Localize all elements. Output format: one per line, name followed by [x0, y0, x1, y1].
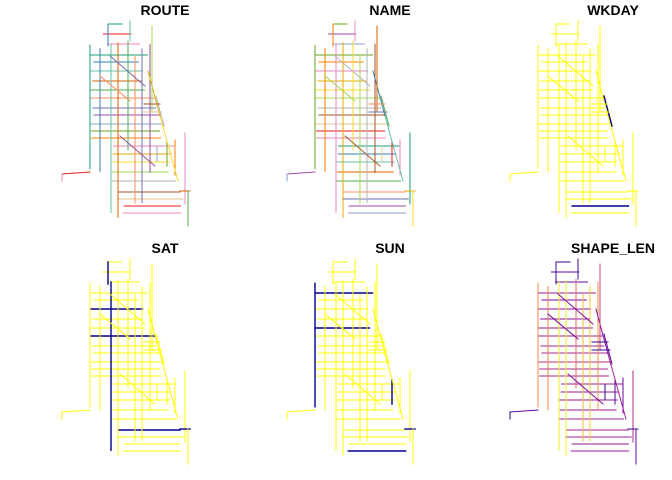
route-segment	[119, 135, 156, 167]
route-segment	[286, 171, 316, 175]
map-panel-5: SUN	[285, 240, 495, 470]
route-segment	[109, 55, 146, 87]
route-segment	[119, 373, 156, 405]
transit-route-map	[286, 258, 416, 465]
route-segment	[557, 293, 594, 325]
route-segment	[567, 373, 604, 405]
route-segment	[567, 135, 604, 167]
route-segment	[372, 70, 386, 117]
route-segment	[147, 70, 161, 117]
route-segment	[109, 293, 146, 325]
route-segment	[159, 115, 179, 182]
route-segment	[334, 55, 371, 87]
transit-route-map	[286, 20, 416, 227]
route-segment	[324, 313, 356, 340]
route-segment	[334, 293, 371, 325]
route-segment	[509, 409, 539, 413]
transit-route-map	[509, 258, 639, 465]
panel-title: WKDAY	[587, 2, 639, 18]
route-segment	[155, 95, 165, 127]
route-segment	[344, 373, 381, 405]
route-segment	[384, 353, 404, 420]
route-segment	[557, 55, 594, 87]
route-segment	[603, 95, 613, 127]
map-panel-3: WKDAY	[508, 2, 672, 232]
route-segment	[547, 75, 579, 102]
route-segment	[380, 95, 390, 127]
route-segment	[99, 313, 131, 340]
route-segment	[61, 409, 91, 413]
panel-title: SUN	[375, 240, 405, 256]
route-segment	[547, 313, 579, 340]
route-segment	[384, 115, 404, 182]
panel-title: ROUTE	[140, 2, 190, 18]
map-panel-4: SAT	[60, 240, 270, 470]
route-segment	[603, 333, 613, 365]
panel-title: SHAPE_LEN	[570, 240, 656, 256]
route-segment	[372, 308, 386, 355]
route-segment	[595, 308, 609, 355]
panel-title: NAME	[369, 2, 411, 18]
route-segment	[286, 409, 316, 413]
route-segment	[159, 353, 179, 420]
route-segment	[509, 171, 539, 175]
map-panel-2: NAME	[285, 2, 495, 232]
panel-title: SAT	[151, 240, 179, 256]
route-segment	[324, 75, 356, 102]
map-panel-1: ROUTE	[60, 2, 270, 232]
transit-route-map	[509, 20, 639, 227]
route-segment	[344, 135, 381, 167]
route-segment	[607, 115, 627, 182]
route-segment	[595, 70, 609, 117]
route-segment	[99, 75, 131, 102]
transit-route-map	[61, 20, 191, 227]
route-segment	[147, 308, 161, 355]
route-segment	[155, 333, 165, 365]
route-segment	[607, 353, 627, 420]
transit-route-map	[61, 258, 191, 465]
route-segment	[61, 171, 91, 175]
map-panel-6: SHAPE_LEN	[508, 240, 672, 470]
route-segment	[380, 333, 390, 365]
